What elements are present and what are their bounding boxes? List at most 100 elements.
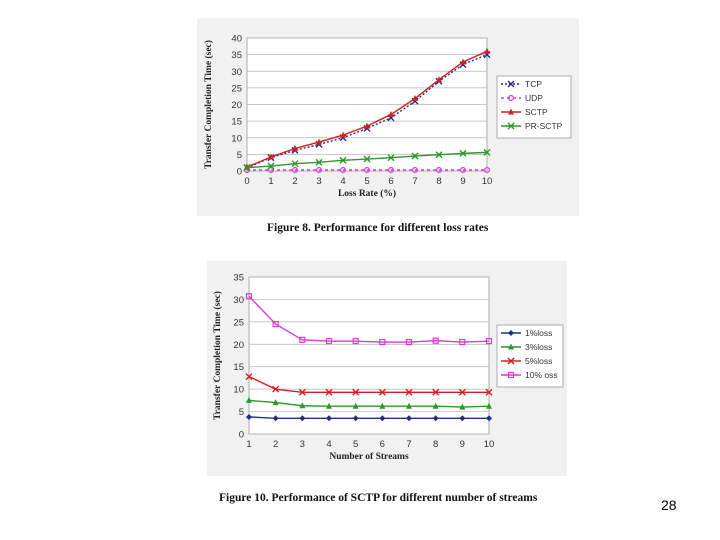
- data-point: [352, 402, 359, 409]
- loss-rate-chart-panel: 0 5 10 15 20 25 30 35 40 0 1 2 3 4 5 6 7 8 9 10 Loss Rate (%…: [197, 18, 579, 216]
- y-tick-label: 15: [231, 117, 242, 128]
- data-point: [436, 167, 443, 174]
- series-line: [248, 295, 490, 343]
- series-sctp: [244, 47, 490, 170]
- data-point: [299, 415, 306, 422]
- data-point: [267, 162, 275, 170]
- page-number: 28: [661, 497, 677, 513]
- data-point: [458, 388, 466, 396]
- y-tick-label: 35: [231, 50, 242, 61]
- data-point: [267, 167, 274, 174]
- data-point: [352, 338, 359, 345]
- data-point: [299, 402, 306, 409]
- x-tick-label: 8: [433, 439, 438, 450]
- series-line: [248, 375, 489, 393]
- x-tick-label: 6: [380, 439, 385, 450]
- y-tick-label: 20: [231, 100, 242, 111]
- x-tick-label: 7: [406, 439, 411, 450]
- data-point: [291, 167, 298, 174]
- series-line: [248, 399, 490, 408]
- legend-label: 10% oss: [525, 370, 558, 380]
- x-tick-label: 3: [300, 439, 305, 450]
- series-1-loss: [246, 413, 492, 422]
- legend-label: TCP: [525, 79, 542, 89]
- y-tick-label: 40: [231, 34, 242, 45]
- data-point: [432, 415, 439, 422]
- legend-label: SCTP: [525, 107, 548, 117]
- data-point: [243, 164, 251, 172]
- series-udp: [243, 167, 491, 174]
- data-point: [364, 167, 371, 174]
- x-tick-label: 5: [353, 439, 358, 450]
- plot-area: [248, 276, 490, 435]
- x-tick-label: 3: [316, 176, 321, 187]
- x-tick-label: 7: [412, 176, 417, 187]
- y-tick-label: 5: [239, 407, 244, 418]
- data-point: [364, 122, 370, 129]
- data-point: [268, 153, 274, 160]
- data-point: [484, 47, 490, 54]
- data-point: [432, 388, 440, 396]
- legend-marker: [507, 122, 515, 130]
- data-point: [411, 152, 419, 160]
- legend-marker: [508, 94, 515, 101]
- series-3-loss: [246, 396, 492, 410]
- y-axis-title: Transfer Completion Time (sec): [212, 291, 223, 420]
- legend: 1%loss 3%loss 5%loss 10% oss: [496, 324, 564, 388]
- legend-marker: [508, 343, 514, 350]
- data-point: [459, 338, 466, 346]
- data-point: [379, 338, 386, 346]
- data-point: [272, 399, 279, 406]
- data-point: [379, 415, 386, 422]
- x-tick-label: 0: [244, 176, 249, 187]
- y-tick-label: 5: [237, 150, 242, 161]
- data-point: [436, 76, 442, 83]
- data-point: [388, 167, 395, 174]
- legend-label: UDP: [525, 93, 543, 103]
- data-point: [352, 388, 360, 396]
- data-point: [432, 402, 439, 409]
- y-tick-label: 30: [233, 295, 244, 306]
- data-point: [245, 293, 253, 300]
- x-tick-label: 5: [364, 176, 369, 187]
- series-line: [248, 416, 489, 420]
- legend-marker: [508, 108, 514, 115]
- data-point: [325, 338, 333, 345]
- y-tick-label: 25: [231, 83, 242, 94]
- data-point: [460, 167, 467, 174]
- data-point: [363, 155, 371, 163]
- y-tick-label: 30: [231, 67, 242, 78]
- figure-10-caption: Figure 10. Performance of SCTP for diffe…: [219, 492, 538, 504]
- x-tick-label: 2: [273, 439, 278, 450]
- series-pr-sctp: [243, 148, 491, 172]
- data-point: [352, 415, 359, 422]
- data-point: [406, 415, 412, 422]
- x-tick-label: 8: [436, 176, 441, 187]
- data-point: [459, 415, 466, 422]
- data-point: [378, 388, 386, 396]
- data-point: [340, 167, 347, 174]
- y-tick-label: 20: [233, 340, 244, 351]
- data-point: [326, 402, 332, 409]
- data-point: [326, 415, 332, 422]
- data-point: [432, 337, 439, 344]
- y-axis-title: Transfer Completion Time (sec): [203, 40, 214, 169]
- legend-marker: [507, 371, 515, 379]
- legend-label: PR-SCTP: [525, 121, 563, 131]
- streams-chart-panel: 0 5 10 15 20 25 30 35 1 2 3 4 5 6 7 8 9 10 Number of Strea…: [207, 261, 567, 476]
- data-point: [298, 388, 306, 396]
- data-point: [315, 167, 322, 174]
- data-point: [246, 413, 252, 420]
- legend-label: 5%loss: [525, 356, 552, 366]
- series-5-loss: [245, 373, 493, 396]
- data-point: [272, 415, 279, 422]
- data-point: [272, 385, 280, 393]
- streams-chart: 0 5 10 15 20 25 30 35 1 2 3 4 5 6 7 8 9 10 Number of Strea…: [212, 273, 564, 462]
- data-point: [459, 403, 466, 410]
- x-tick-label: 10: [482, 176, 493, 187]
- data-point: [339, 156, 347, 164]
- data-point: [379, 402, 386, 409]
- x-tick-label: 9: [460, 176, 465, 187]
- x-tick-label: 1: [268, 176, 273, 187]
- x-tick-label: 2: [292, 176, 297, 187]
